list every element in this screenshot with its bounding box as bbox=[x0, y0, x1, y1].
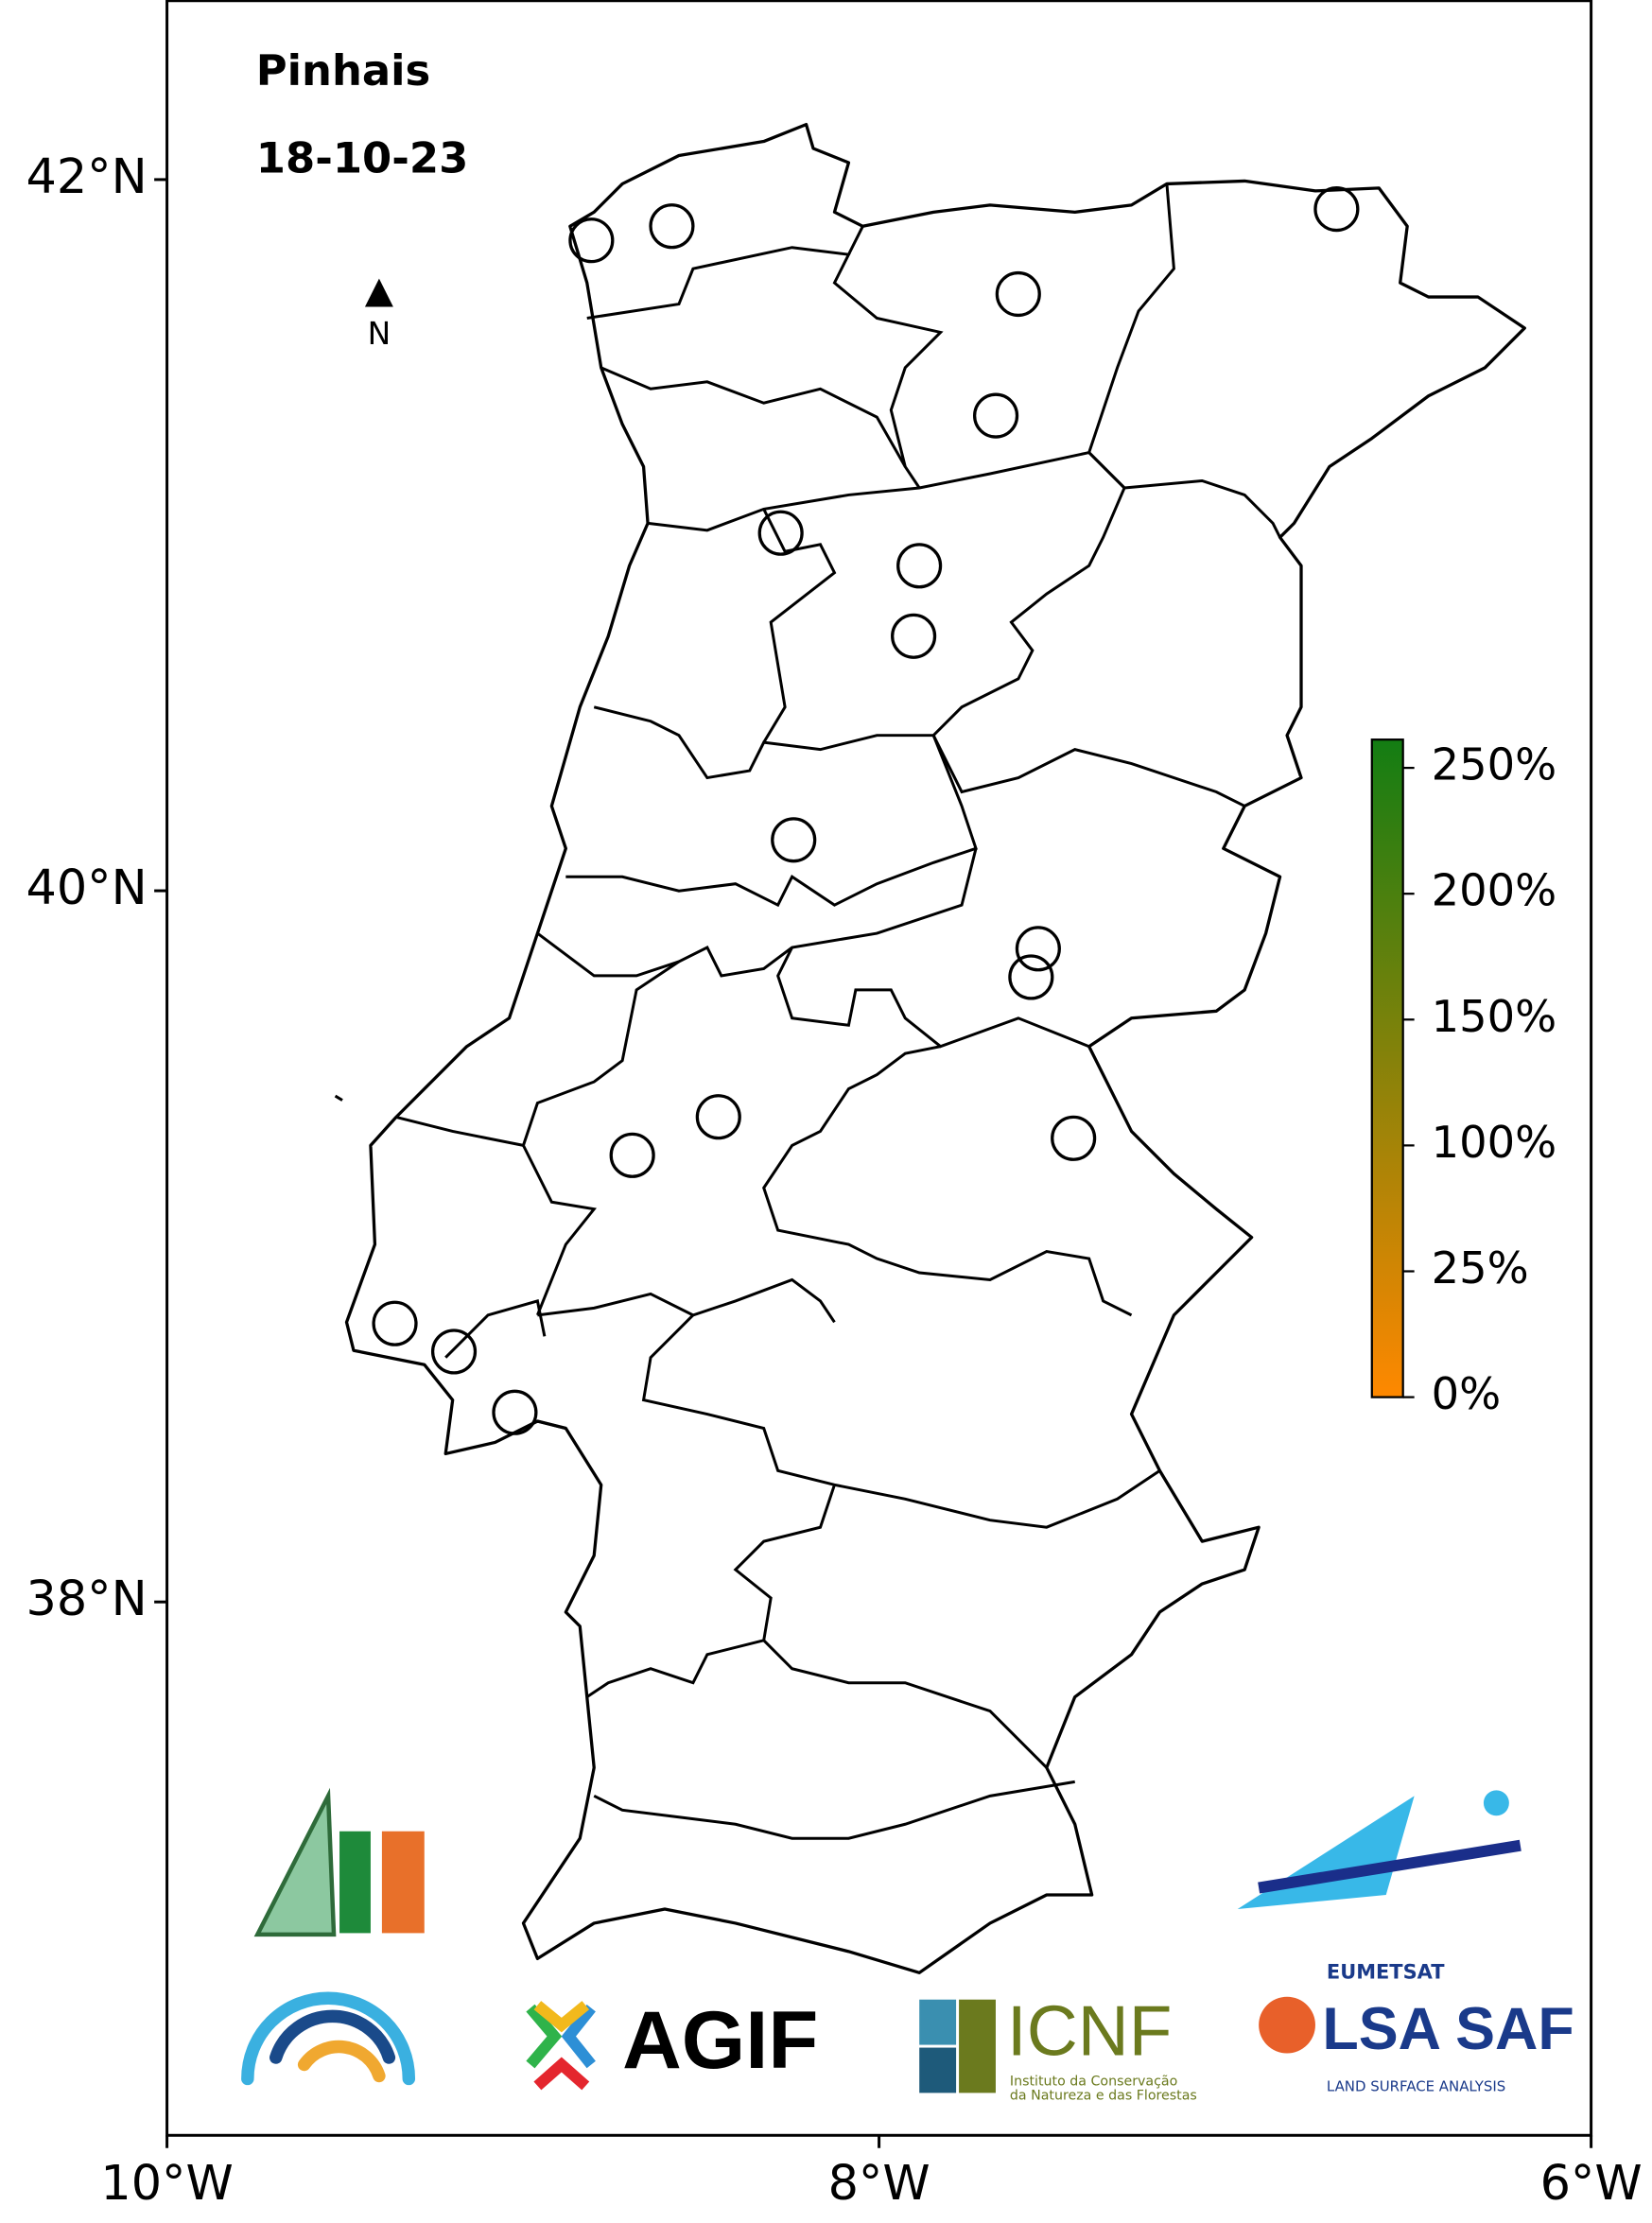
colorbar-tick-label: 100% bbox=[1432, 1117, 1557, 1168]
station bbox=[372, 1300, 418, 1346]
station bbox=[995, 270, 1041, 318]
station bbox=[492, 1389, 538, 1435]
arc bbox=[241, 1991, 416, 2086]
station bbox=[891, 613, 937, 659]
district-boundaries bbox=[334, 183, 1281, 1840]
lsasaf-text: LSA SAF bbox=[1322, 1996, 1574, 2062]
icnf-subtext: Instituto da Conservação bbox=[1010, 2074, 1177, 2089]
agif-mark bbox=[526, 2004, 563, 2069]
icnf-subtext: da Natureza e das Florestas bbox=[1010, 2088, 1197, 2103]
arc bbox=[270, 2009, 396, 2064]
north-arrow-head bbox=[364, 278, 393, 307]
station bbox=[430, 1329, 478, 1375]
station bbox=[568, 217, 615, 264]
north-arrow: N bbox=[364, 278, 393, 352]
ceif-shape bbox=[253, 1787, 337, 1937]
adai-logo bbox=[1237, 1790, 1522, 1909]
axis-ticks: 10°W 8°W 6°W 38°N 40°N 42°N bbox=[26, 148, 1643, 2211]
agif-logo: AGIF bbox=[526, 1994, 818, 2091]
adai-swoosh bbox=[1258, 1839, 1522, 1894]
station bbox=[771, 817, 817, 863]
station bbox=[1051, 1115, 1097, 1161]
station bbox=[896, 543, 943, 589]
lsasaf-logo: EUMETSAT LSA SAF LAND SURFACE ANALYSIS bbox=[1259, 1960, 1574, 2094]
y-tick-label: 42°N bbox=[26, 148, 148, 204]
x-tick-label: 8°W bbox=[828, 2155, 930, 2211]
ceif-bar bbox=[339, 1831, 371, 1934]
station bbox=[609, 1132, 655, 1178]
y-tick-label: 38°N bbox=[26, 1571, 148, 1626]
icnf-square bbox=[959, 1999, 996, 2093]
icnf-square bbox=[919, 2047, 957, 2093]
north-label: N bbox=[368, 315, 391, 352]
icnf-logo: ICNF Instituto da Conservação da Naturez… bbox=[919, 1990, 1197, 2103]
station bbox=[695, 1094, 741, 1140]
ceif-logo bbox=[253, 1787, 425, 1937]
lsasaf-subtext: LAND SURFACE ANALYSIS bbox=[1327, 2077, 1505, 2094]
lsasaf-mark bbox=[1259, 1996, 1315, 2054]
colorbar-tick-label: 0% bbox=[1432, 1368, 1502, 1419]
station bbox=[972, 392, 1019, 439]
adai-dot bbox=[1483, 1790, 1509, 1816]
map-title: Pinhais bbox=[256, 45, 430, 96]
icnf-square bbox=[919, 1999, 957, 2045]
station bbox=[1313, 186, 1360, 233]
x-tick-label: 6°W bbox=[1540, 2155, 1643, 2211]
colorbar: 0% 25% 100% 150% 200% 250% bbox=[1370, 738, 1557, 1419]
logos: AGIF ICNF Instituto da Conservação da Na… bbox=[241, 1787, 1574, 2103]
agif-mark bbox=[561, 2004, 596, 2069]
ipma-logo bbox=[241, 1991, 416, 2086]
stations bbox=[372, 186, 1360, 1435]
agif-text: AGIF bbox=[622, 1994, 818, 2086]
map-subtitle: 18-10-23 bbox=[256, 132, 469, 182]
colorbar-tick-label: 250% bbox=[1432, 739, 1557, 790]
colorbar-tick-label: 200% bbox=[1432, 865, 1557, 916]
station bbox=[649, 203, 695, 250]
country-outline bbox=[344, 122, 1526, 1974]
colorbar-tick-label: 150% bbox=[1432, 991, 1557, 1042]
y-tick-label: 40°N bbox=[26, 860, 148, 915]
colorbar-ramp bbox=[1370, 738, 1404, 1398]
ceif-bar bbox=[381, 1831, 425, 1934]
station bbox=[1008, 954, 1054, 1000]
station bbox=[757, 510, 804, 556]
colorbar-tick-label: 25% bbox=[1432, 1242, 1529, 1294]
arc bbox=[297, 2040, 386, 2083]
station bbox=[1015, 926, 1061, 972]
agif-mark bbox=[533, 2001, 590, 2033]
icnf-text: ICNF bbox=[1007, 1990, 1172, 2070]
agif-mark bbox=[533, 2057, 590, 2091]
x-tick-label: 10°W bbox=[100, 2155, 233, 2211]
eumetsat-text: EUMETSAT bbox=[1327, 1960, 1445, 1983]
